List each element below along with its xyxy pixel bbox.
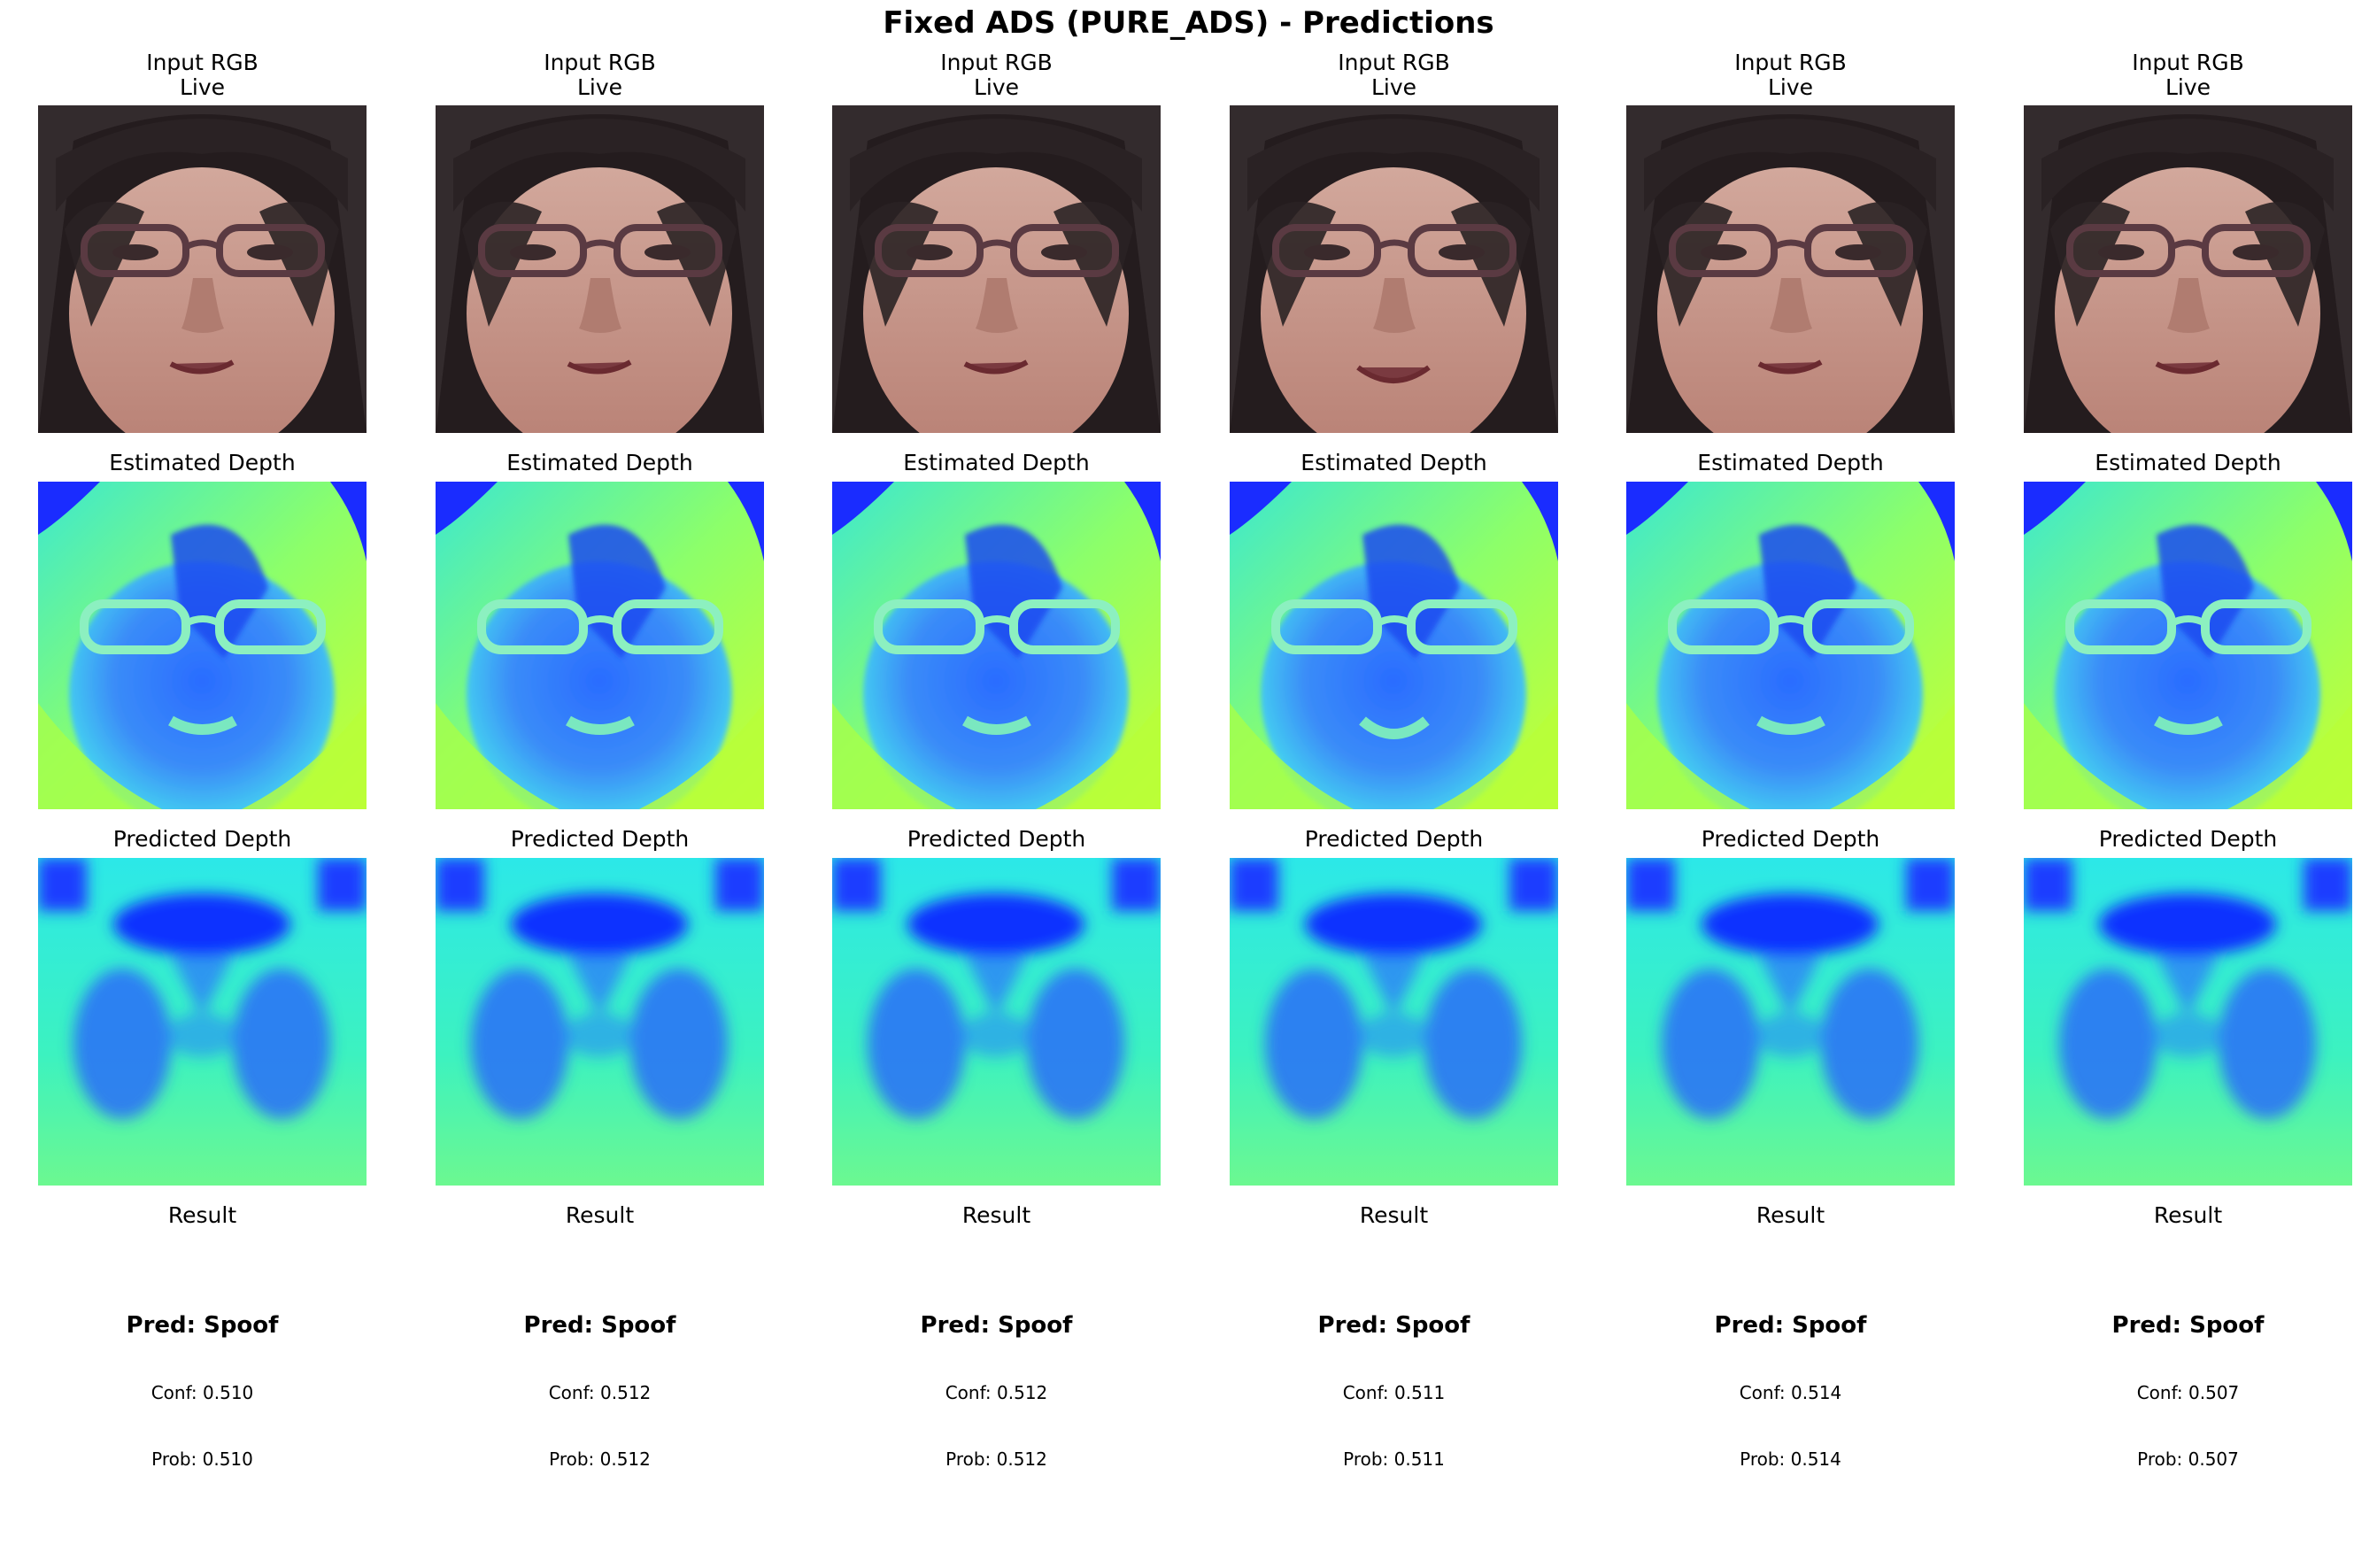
predicted-depth-map bbox=[38, 858, 367, 1186]
input-rgb-image bbox=[1626, 105, 1955, 433]
input-title: Input RGB bbox=[544, 50, 656, 75]
confidence-value: Conf: 0.511 bbox=[1342, 1382, 1446, 1403]
estimated-depth-title: Estimated Depth bbox=[1300, 450, 1487, 475]
confidence-value: Conf: 0.507 bbox=[2136, 1382, 2240, 1403]
predicted-depth-map bbox=[1230, 858, 1558, 1186]
input-title: Input RGB bbox=[1734, 50, 1847, 75]
input-rgb-image bbox=[832, 105, 1161, 433]
predicted-depth-map bbox=[832, 858, 1161, 1186]
result-title: Result bbox=[1756, 1202, 1825, 1228]
predicted-depth-map bbox=[436, 858, 764, 1186]
result-title: Result bbox=[565, 1202, 635, 1228]
predicted-depth-title: Predicted Depth bbox=[907, 826, 1086, 852]
predicted-depth-map bbox=[2024, 858, 2352, 1186]
estimated-depth-map bbox=[436, 482, 764, 809]
prediction-label: Pred: Spoof bbox=[920, 1312, 1073, 1339]
confidence-value: Conf: 0.514 bbox=[1739, 1382, 1842, 1403]
input-subtitle: Live bbox=[1370, 74, 1417, 100]
estimated-depth-title: Estimated Depth bbox=[506, 450, 693, 475]
confidence-value: Conf: 0.510 bbox=[150, 1382, 254, 1403]
estimated-depth-title: Estimated Depth bbox=[1697, 450, 1884, 475]
sample-column: Input RGB Live Estimated Depth Predicted bbox=[2024, 0, 2352, 1568]
predicted-depth-title: Predicted Depth bbox=[112, 826, 292, 852]
input-subtitle: Live bbox=[1767, 74, 1814, 100]
estimated-depth-title: Estimated Depth bbox=[903, 450, 1090, 475]
estimated-depth-title: Estimated Depth bbox=[2095, 450, 2281, 475]
probability-value: Prob: 0.512 bbox=[945, 1448, 1047, 1470]
figure-title: Fixed ADS (PURE_ADS) - Predictions bbox=[883, 5, 1494, 41]
estimated-depth-title: Estimated Depth bbox=[109, 450, 296, 475]
input-rgb-image bbox=[38, 105, 367, 433]
predicted-depth-map bbox=[1626, 858, 1955, 1186]
probability-value: Prob: 0.514 bbox=[1740, 1448, 1841, 1470]
predicted-depth-title: Predicted Depth bbox=[1304, 826, 1484, 852]
probability-value: Prob: 0.510 bbox=[151, 1448, 253, 1470]
result-title: Result bbox=[2153, 1202, 2223, 1228]
sample-column: Input RGB Live Estimated Depth Predicted bbox=[1626, 0, 1955, 1568]
estimated-depth-map bbox=[2024, 482, 2352, 809]
sample-column: Input RGB Live Estimated Depth Predicted bbox=[38, 0, 367, 1568]
input-subtitle: Live bbox=[179, 74, 226, 100]
result-title: Result bbox=[167, 1202, 237, 1228]
input-rgb-image bbox=[2024, 105, 2352, 433]
probability-value: Prob: 0.511 bbox=[1343, 1448, 1445, 1470]
sample-column: Input RGB Live Estimated Depth Predicted bbox=[436, 0, 764, 1568]
confidence-value: Conf: 0.512 bbox=[548, 1382, 652, 1403]
estimated-depth-map bbox=[1626, 482, 1955, 809]
estimated-depth-map bbox=[1230, 482, 1558, 809]
prediction-label: Pred: Spoof bbox=[126, 1312, 279, 1339]
estimated-depth-map bbox=[38, 482, 367, 809]
prediction-label: Pred: Spoof bbox=[2111, 1312, 2265, 1339]
predicted-depth-title: Predicted Depth bbox=[2098, 826, 2278, 852]
input-subtitle: Live bbox=[973, 74, 1020, 100]
input-title: Input RGB bbox=[1338, 50, 1450, 75]
probability-value: Prob: 0.507 bbox=[2137, 1448, 2239, 1470]
sample-column: Input RGB Live Estimated Depth Predicted bbox=[1230, 0, 1558, 1568]
predicted-depth-title: Predicted Depth bbox=[1701, 826, 1880, 852]
prediction-label: Pred: Spoof bbox=[523, 1312, 676, 1339]
input-subtitle: Live bbox=[2165, 74, 2211, 100]
input-title: Input RGB bbox=[146, 50, 259, 75]
input-title: Input RGB bbox=[940, 50, 1053, 75]
input-rgb-image bbox=[1230, 105, 1558, 433]
input-subtitle: Live bbox=[576, 74, 623, 100]
input-title: Input RGB bbox=[2132, 50, 2244, 75]
confidence-value: Conf: 0.512 bbox=[945, 1382, 1048, 1403]
prediction-label: Pred: Spoof bbox=[1317, 1312, 1470, 1339]
result-title: Result bbox=[961, 1202, 1031, 1228]
probability-value: Prob: 0.512 bbox=[549, 1448, 651, 1470]
predicted-depth-title: Predicted Depth bbox=[510, 826, 690, 852]
input-rgb-image bbox=[436, 105, 764, 433]
prediction-label: Pred: Spoof bbox=[1714, 1312, 1867, 1339]
estimated-depth-map bbox=[832, 482, 1161, 809]
sample-column: Input RGB Live Estimated Depth Predicted bbox=[832, 0, 1161, 1568]
result-title: Result bbox=[1359, 1202, 1429, 1228]
